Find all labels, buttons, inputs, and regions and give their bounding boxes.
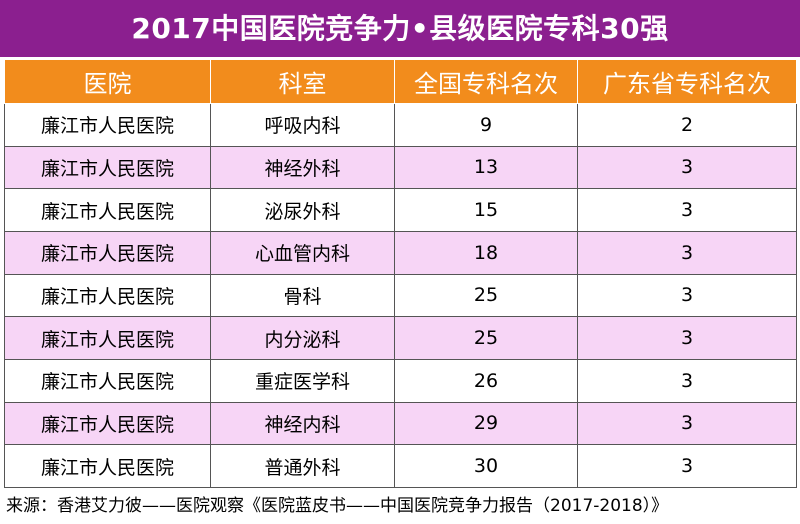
cell-department: 重症医学科	[210, 358, 395, 403]
table-row: 廉江市人民医院 神经内科 29 3	[4, 401, 797, 446]
cell-national-rank: 25	[394, 316, 578, 360]
cell-hospital: 廉江市人民医院	[4, 188, 211, 232]
table-row: 廉江市人民医院 普通外科 30 3	[4, 444, 797, 488]
cell-national-rank: 15	[394, 188, 578, 232]
cell-national-rank: 30	[394, 444, 578, 488]
cell-province-rank: 3	[577, 273, 797, 318]
cell-department: 内分泌科	[210, 316, 395, 360]
column-header-hospital: 医院	[4, 59, 211, 104]
cell-national-rank: 25	[394, 273, 578, 318]
cell-department: 呼吸内科	[210, 103, 395, 147]
cell-national-rank: 9	[394, 103, 578, 147]
cell-hospital: 廉江市人民医院	[4, 401, 211, 446]
table-header-row: 医院 科室 全国专科名次 广东省专科名次	[4, 59, 797, 104]
cell-province-rank: 3	[577, 230, 797, 275]
source-note: 来源：香港艾力彼——医院观察《医院蓝皮书——中国医院竞争力报告（2017-201…	[6, 496, 669, 516]
cell-hospital: 廉江市人民医院	[4, 358, 211, 403]
table-row: 廉江市人民医院 呼吸内科 9 2	[4, 103, 797, 147]
cell-national-rank: 29	[394, 401, 578, 446]
column-header-province-rank: 广东省专科名次	[577, 59, 797, 104]
cell-province-rank: 3	[577, 401, 797, 446]
cell-province-rank: 3	[577, 145, 797, 190]
cell-department: 神经外科	[210, 145, 395, 190]
table-row: 廉江市人民医院 神经外科 13 3	[4, 145, 797, 190]
cell-hospital: 廉江市人民医院	[4, 103, 211, 147]
cell-hospital: 廉江市人民医院	[4, 145, 211, 190]
cell-province-rank: 3	[577, 358, 797, 403]
cell-province-rank: 3	[577, 316, 797, 360]
cell-national-rank: 26	[394, 358, 578, 403]
ranking-table: 医院 科室 全国专科名次 广东省专科名次 廉江市人民医院 呼吸内科 9 2 廉江…	[4, 59, 797, 488]
cell-hospital: 廉江市人民医院	[4, 230, 211, 275]
cell-province-rank: 3	[577, 188, 797, 232]
cell-province-rank: 3	[577, 444, 797, 488]
column-header-national-rank: 全国专科名次	[394, 59, 578, 104]
column-header-department: 科室	[210, 59, 395, 104]
cell-province-rank: 2	[577, 103, 797, 147]
cell-department: 骨科	[210, 273, 395, 318]
table-row: 廉江市人民医院 骨科 25 3	[4, 273, 797, 318]
cell-department: 泌尿外科	[210, 188, 395, 232]
cell-department: 神经内科	[210, 401, 395, 446]
cell-hospital: 廉江市人民医院	[4, 444, 211, 488]
cell-national-rank: 18	[394, 230, 578, 275]
cell-department: 普通外科	[210, 444, 395, 488]
table-row: 廉江市人民医院 泌尿外科 15 3	[4, 188, 797, 232]
cell-hospital: 廉江市人民医院	[4, 273, 211, 318]
cell-national-rank: 13	[394, 145, 578, 190]
table-row: 廉江市人民医院 重症医学科 26 3	[4, 358, 797, 403]
page-title: 2017中国医院竞争力•县级医院专科30强	[0, 0, 800, 57]
cell-department: 心血管内科	[210, 230, 395, 275]
table-row: 廉江市人民医院 心血管内科 18 3	[4, 230, 797, 275]
table-row: 廉江市人民医院 内分泌科 25 3	[4, 316, 797, 360]
cell-hospital: 廉江市人民医院	[4, 316, 211, 360]
